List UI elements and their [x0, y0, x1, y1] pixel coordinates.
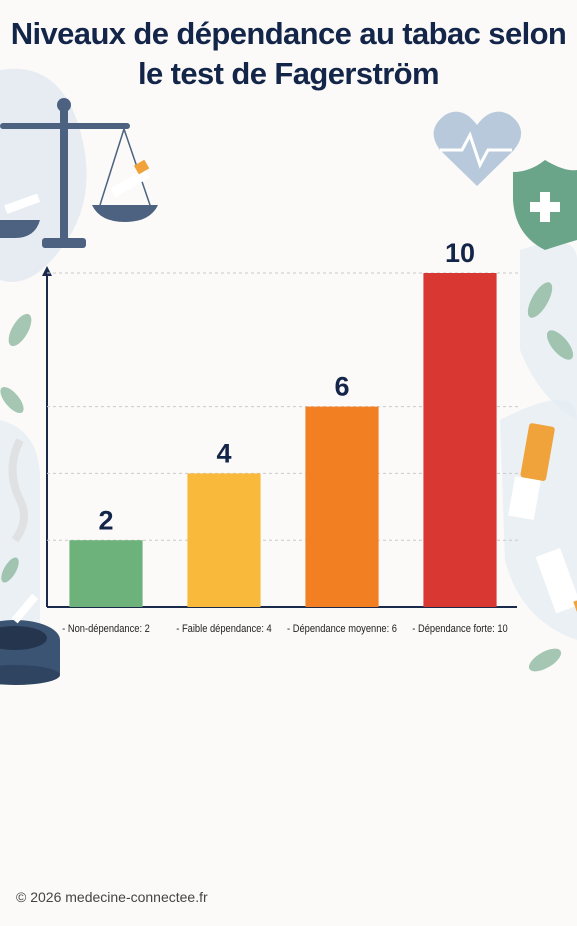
footer: © 2026 medecine-connectee.fr	[16, 889, 208, 905]
data-label: 2	[98, 505, 113, 535]
data-label: 4	[216, 439, 231, 469]
x-tick-label: - Dépendance forte: 10	[412, 623, 508, 635]
bar	[423, 273, 497, 607]
x-tick-label: - Non-dépendance: 2	[62, 623, 150, 635]
data-label: 10	[445, 238, 475, 268]
bar	[187, 473, 261, 607]
decoration	[0, 68, 577, 685]
x-tick-label: - Faible dépendance: 4	[176, 623, 272, 635]
chart-title: Niveaux de dépendance au tabac selon le …	[10, 16, 567, 91]
bar	[69, 540, 143, 607]
x-tick-label: - Dépendance moyenne: 6	[287, 623, 397, 635]
bar	[305, 406, 379, 607]
data-label: 6	[334, 372, 349, 402]
